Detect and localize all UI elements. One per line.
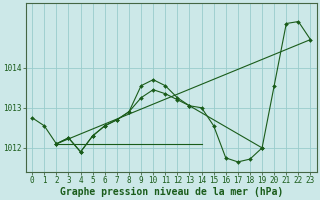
X-axis label: Graphe pression niveau de la mer (hPa): Graphe pression niveau de la mer (hPa) <box>60 186 283 197</box>
